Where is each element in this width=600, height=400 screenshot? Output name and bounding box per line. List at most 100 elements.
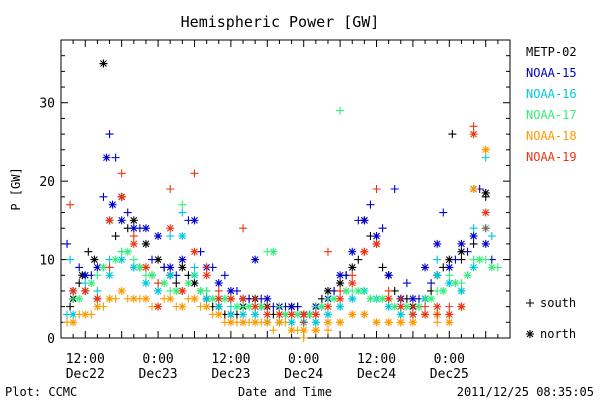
point-north-noaa-19 xyxy=(239,294,248,303)
point-south-noaa-15 xyxy=(148,255,157,264)
x-axis: 12:00Dec220:00Dec2312:00Dec230:00Dec2412… xyxy=(66,40,499,382)
point-north-noaa-16 xyxy=(226,310,235,319)
point-south-noaa-18 xyxy=(433,318,442,327)
marker-legend-label-north: north xyxy=(540,327,576,341)
point-north-noaa-16 xyxy=(384,302,393,311)
point-north-noaa-17 xyxy=(475,255,484,264)
point-north-noaa-18 xyxy=(336,318,345,327)
point-north-noaa-18 xyxy=(69,318,78,327)
point-north-noaa-17 xyxy=(75,294,84,303)
point-south-noaa-17 xyxy=(93,271,102,280)
point-north-noaa-15 xyxy=(433,239,442,248)
legend-entry-noaa-18: NOAA-18 xyxy=(526,129,577,143)
point-north-metp-02 xyxy=(457,247,466,256)
point-north-noaa-17 xyxy=(427,294,436,303)
point-south-noaa-16 xyxy=(433,255,442,264)
point-south-noaa-19 xyxy=(166,185,175,193)
point-north-noaa-19 xyxy=(348,279,357,288)
point-north-noaa-19 xyxy=(190,247,199,256)
point-south-noaa-15 xyxy=(99,192,108,201)
point-south-noaa-17 xyxy=(336,106,345,115)
point-south-metp-02 xyxy=(378,263,387,272)
point-south-noaa-19 xyxy=(117,169,126,178)
point-south-noaa-15 xyxy=(402,279,411,288)
point-north-noaa-18 xyxy=(166,294,175,303)
point-north-noaa-18 xyxy=(93,302,102,311)
point-north-metp-02 xyxy=(348,263,357,272)
point-north-noaa-18 xyxy=(141,294,150,303)
legend-entry-noaa-19: NOAA-19 xyxy=(526,150,577,164)
point-south-noaa-19 xyxy=(469,122,478,131)
point-north-noaa-16 xyxy=(457,286,466,295)
point-north-noaa-15 xyxy=(408,294,417,303)
point-south-noaa-15 xyxy=(63,239,72,248)
point-south-noaa-16 xyxy=(178,208,187,217)
marker-legend-star-symbol xyxy=(526,330,534,338)
point-north-metp-02 xyxy=(141,239,150,248)
point-north-noaa-17 xyxy=(439,286,448,295)
point-north-noaa-19 xyxy=(421,310,430,319)
data-marks xyxy=(63,59,502,342)
point-south-noaa-19 xyxy=(323,247,332,256)
legend-entry-noaa-17: NOAA-17 xyxy=(526,108,577,122)
point-north-noaa-19 xyxy=(408,310,417,319)
x-tick-date-label: Dec23 xyxy=(211,367,250,382)
point-north-noaa-15 xyxy=(481,239,490,248)
point-north-noaa-17 xyxy=(232,302,241,311)
point-south-noaa-15 xyxy=(390,185,399,193)
point-north-noaa-15 xyxy=(226,286,235,295)
series-noaa-19 xyxy=(66,122,490,327)
point-north-noaa-16 xyxy=(129,263,138,272)
point-north-noaa-19 xyxy=(457,302,466,311)
point-north-noaa-18 xyxy=(384,318,393,327)
point-south-noaa-19 xyxy=(263,302,272,311)
point-north-noaa-19 xyxy=(141,263,150,272)
point-north-noaa-16 xyxy=(105,271,114,280)
point-north-noaa-15 xyxy=(141,224,150,233)
point-north-noaa-18 xyxy=(396,318,405,327)
series-noaa-17 xyxy=(69,106,502,319)
point-north-noaa-17 xyxy=(451,279,460,288)
point-north-noaa-19 xyxy=(433,302,442,311)
point-north-noaa-17 xyxy=(281,310,290,319)
point-north-noaa-15 xyxy=(154,232,163,241)
point-north-noaa-19 xyxy=(226,294,235,303)
point-north-noaa-17 xyxy=(402,302,411,311)
point-north-noaa-18 xyxy=(129,294,138,303)
point-south-noaa-15 xyxy=(427,279,436,288)
point-north-noaa-15 xyxy=(190,216,199,225)
point-north-noaa-15 xyxy=(117,216,126,225)
point-north-noaa-15 xyxy=(166,263,175,272)
point-south-metp-02 xyxy=(111,232,120,241)
point-north-noaa-16 xyxy=(178,232,187,241)
point-north-noaa-17 xyxy=(269,247,278,256)
y-axis-title: P [GW] xyxy=(9,167,23,210)
point-north-noaa-17 xyxy=(123,247,132,256)
point-north-noaa-19 xyxy=(323,302,332,311)
point-north-noaa-18 xyxy=(117,286,126,295)
legend-entry-noaa-16: NOAA-16 xyxy=(526,87,577,101)
point-north-noaa-18 xyxy=(226,318,235,327)
point-north-noaa-16 xyxy=(396,310,405,319)
point-north-noaa-15 xyxy=(214,279,223,288)
x-tick-date-label: Dec22 xyxy=(66,367,105,382)
point-south-noaa-16 xyxy=(66,255,75,264)
point-north-noaa-15 xyxy=(263,294,272,303)
x-tick-date-label: Dec25 xyxy=(430,367,469,382)
point-north-noaa-19 xyxy=(336,294,345,303)
point-south-noaa-19 xyxy=(408,302,417,311)
point-north-metp-02 xyxy=(90,255,99,264)
point-south-noaa-18 xyxy=(269,326,278,335)
point-south-noaa-18 xyxy=(323,326,332,335)
point-north-noaa-19 xyxy=(214,294,223,303)
point-south-metp-02 xyxy=(66,302,75,311)
point-north-noaa-19 xyxy=(251,302,260,311)
point-north-noaa-16 xyxy=(251,310,260,319)
point-south-noaa-15 xyxy=(111,153,120,162)
point-north-metp-02 xyxy=(336,279,345,288)
point-north-noaa-15 xyxy=(178,255,187,264)
point-north-noaa-19 xyxy=(275,310,284,319)
y-axis: 0 10 20 30 xyxy=(39,39,510,347)
point-north-noaa-15 xyxy=(469,232,478,241)
point-south-noaa-19 xyxy=(105,263,114,272)
